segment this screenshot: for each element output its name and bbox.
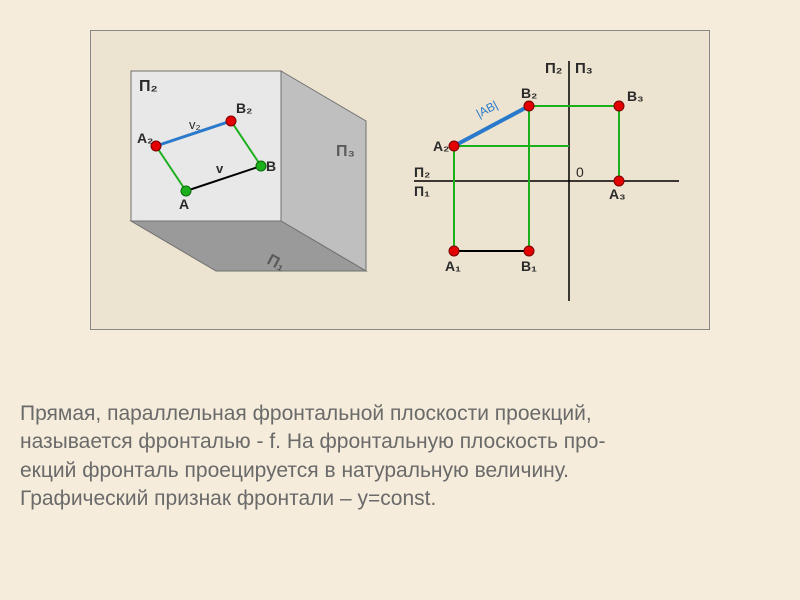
label-a2-e: A₂ [433, 138, 449, 154]
point-b [256, 161, 266, 171]
label-p1-left: П₁ [414, 183, 430, 199]
label-b3-e: B₃ [627, 88, 644, 104]
label-p2-left: П₂ [414, 164, 430, 180]
point-b2 [226, 116, 236, 126]
point-a3-e [614, 176, 624, 186]
label-b2: B₂ [236, 100, 252, 116]
label-zero: 0 [576, 164, 584, 180]
point-a1-e [449, 246, 459, 256]
description-line4: Графический признак фронтали – y=const. [20, 485, 780, 513]
label-b2-e: B₂ [521, 85, 537, 101]
description-text: Прямая, параллельная фронтальной плоскос… [20, 400, 780, 513]
description-line2: называется фронталью - f. На фронтальную… [20, 428, 780, 456]
label-ab: |AB| [474, 98, 500, 121]
diagram-area: П₂ П₃ П₁ A₂ B₂ A B v₂ v [90, 30, 710, 330]
label-p3-top: П₃ [575, 60, 593, 77]
point-b2-e [524, 101, 534, 111]
label-a3-e: A₃ [609, 186, 626, 202]
point-b1-e [524, 246, 534, 256]
label-v: v [216, 161, 224, 176]
label-b1-e: B₁ [521, 258, 537, 274]
label-a: A [179, 196, 189, 212]
label-p2: П₂ [139, 78, 158, 95]
description-line1: Прямая, параллельная фронтальной плоскос… [20, 400, 780, 428]
label-p3: П₃ [336, 143, 355, 160]
point-b3-e [614, 101, 624, 111]
cube-3d-view: П₂ П₃ П₁ A₂ B₂ A B v₂ v [111, 51, 391, 311]
epure-2d-view: П₂ П₃ П₂ П₁ 0 A₂ B₂ B₃ A₃ A₁ B₁ |AB| [409, 51, 689, 311]
label-v2: v₂ [189, 117, 201, 132]
label-b: B [266, 158, 276, 174]
label-a2: A₂ [137, 130, 153, 146]
label-p2-top: П₂ [545, 60, 562, 77]
point-a2-e [449, 141, 459, 151]
label-a1-e: A₁ [445, 258, 461, 274]
description-line3: екций фронталь проецируется в натуральну… [20, 457, 780, 485]
point-a [181, 186, 191, 196]
